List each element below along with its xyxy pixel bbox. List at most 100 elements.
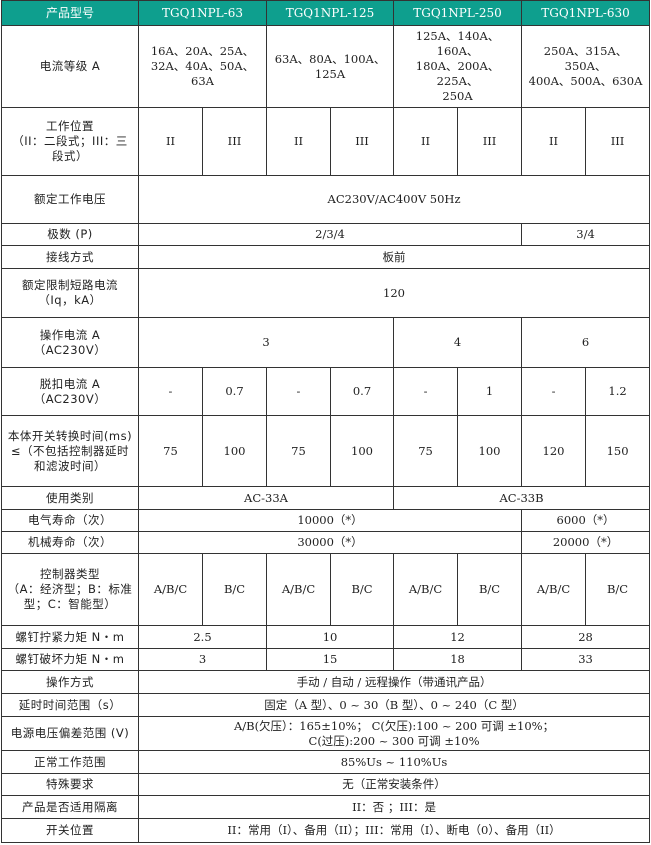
value-cell: 30000（*） [137,531,523,554]
table-row: 螺钉破坏力矩 N・m 3 15 18 33 [1,648,651,671]
value-cell: - [266,367,331,416]
value-cell: A/B/C [393,553,459,626]
row-label: 额定工作电压 [1,175,139,224]
value-cell: II [521,107,587,176]
table-row: 操作方式 手动 / 自动 / 远程操作（带通讯产品） [1,670,651,694]
row-label: 电源电压偏差范围 (V) [1,716,139,751]
row-label: 本体开关转换时间(ms) ≤（不包括控制器延时 和滤波时间） [1,415,139,487]
value-cell: II [138,107,203,176]
row-label: 控制器类型 （A：经济型；B：标准 型；C：智能型） [1,553,139,626]
value-cell: 2/3/4 [137,223,523,246]
value-cell: II [393,107,459,176]
table-row: 额定工作电压 AC230V/AC400V 50Hz [1,175,651,224]
value-cell: 10000（*） [137,509,523,532]
table-row: 操作电流 A （AC230V） 3 4 6 [1,317,651,368]
table-row: 电源电压偏差范围 (V) A/B(欠压）：165±10%； C(欠压):100 ~… [1,716,651,751]
table-row: 本体开关转换时间(ms) ≤（不包括控制器延时 和滤波时间） 75 100 75 100… [1,415,651,487]
value-cell: B/C [329,553,395,626]
value-cell: A/B/C [266,553,331,626]
value-cell: 28 [521,625,651,649]
value-cell: 板前 [137,245,651,269]
value-cell: 150 [585,415,651,487]
value-cell: 250A、315A、350A、 400A、500A、630A [521,25,651,108]
value-cell: 6000（*） [521,509,651,532]
value-cell: 3 [137,317,395,368]
table-row: 开关位置 II：常用（I）、备用（II）；III：常用（I）、断电（0）、备用（I… [1,818,651,843]
value-cell: AC-33A [137,486,395,510]
row-label: 额定限制短路电流 （Iq，kA） [1,268,139,318]
value-cell: A/B/C [521,553,587,626]
row-label: 开关位置 [1,818,139,843]
table-row: 额定限制短路电流 （Iq，kA） 120 [1,268,651,318]
value-cell: 120 [137,268,651,318]
value-cell: AC230V/AC400V 50Hz [137,175,651,224]
header-model: TGQ1NPL-630 [521,0,651,26]
row-label: 使用类别 [1,486,139,510]
table-row: 工作位置 （II：二段式；III：三 段式） II III II III II III II I… [1,107,651,176]
value-cell: 1 [457,367,523,416]
value-cell: III [202,107,267,176]
table-row: 特殊要求 无（正常安装条件） [1,773,651,796]
value-cell: 手动 / 自动 / 远程操作（带通讯产品） [137,670,651,694]
value-cell: 6 [521,317,651,368]
value-cell: AC-33B [393,486,651,510]
value-cell: 125A、140A、160A、 180A、200A、225A、 250A [393,25,523,108]
value-cell: 75 [266,415,331,487]
value-cell: 4 [393,317,523,368]
value-cell: III [585,107,651,176]
value-cell: 0.7 [329,367,395,416]
value-cell: 3 [138,648,267,671]
value-cell: - [393,367,459,416]
value-cell: 100 [202,415,267,487]
value-cell: 20000（*） [521,531,651,554]
row-label: 接线方式 [1,245,139,269]
row-label: 正常工作范围 [1,750,139,774]
value-cell: 3/4 [521,223,651,246]
value-cell: II：常用（I）、备用（II）；III：常用（I）、断电（0）、备用（II） [137,818,651,843]
table-row: 使用类别 AC-33A AC-33B [1,486,651,510]
value-cell: B/C [202,553,267,626]
row-label: 操作电流 A （AC230V） [1,317,139,368]
row-label: 螺钉拧紧力矩 N・m [1,625,139,649]
row-label: 脱扣电流 A （AC230V） [1,367,139,416]
value-cell: A/B/C [138,553,203,626]
value-cell: 1.2 [585,367,651,416]
value-cell: 无（正常安装条件） [137,773,651,796]
value-cell: A/B(欠压）：165±10%； C(欠压):100 ~ 200 可调 ±10%… [137,716,651,751]
value-cell: - [138,367,203,416]
table-row: 螺钉拧紧力矩 N・m 2.5 10 12 28 [1,625,651,649]
value-cell: 100 [457,415,523,487]
table-row: 产品是否适用隔离 II：否 ；III：是 [1,795,651,819]
table-row: 电流等级 A 16A、20A、25A、 32A、40A、50A、63A 63A、80… [1,25,651,108]
table-row: 正常工作范围 85%Us ~ 110%Us [1,750,651,774]
row-label: 电流等级 A [1,25,139,108]
header-label: 产品型号 [1,0,139,26]
value-cell: 100 [329,415,395,487]
header-model: TGQ1NPL-250 [393,0,523,26]
row-label: 特殊要求 [1,773,139,796]
value-cell: B/C [457,553,523,626]
value-cell: 16A、20A、25A、 32A、40A、50A、63A [138,25,267,108]
value-cell: 75 [393,415,459,487]
value-cell: 0.7 [202,367,267,416]
value-cell: II：否 ；III：是 [137,795,651,819]
table-row: 极数 (P) 2/3/4 3/4 [1,223,651,246]
table-row: 延时时间范围（s） 固定（A 型）、0 ~ 30（B 型）、0 ~ 240（C 型… [1,693,651,717]
value-cell: III [457,107,523,176]
table-row: 接线方式 板前 [1,245,651,269]
value-cell: B/C [585,553,651,626]
value-cell: II [266,107,331,176]
value-cell: 75 [138,415,203,487]
value-cell: 10 [265,625,395,649]
row-label: 电气寿命（次） [1,509,139,532]
table-row: 脱扣电流 A （AC230V） -0.7-0.7-1-1.2 [1,367,651,416]
value-cell: 63A、80A、100A、 125A [265,25,395,108]
row-label: 产品是否适用隔离 [1,795,139,819]
row-label: 操作方式 [1,670,139,694]
value-cell: 85%Us ~ 110%Us [137,750,651,774]
row-label: 机械寿命（次） [1,531,139,554]
header-model: TGQ1NPL-63 [138,0,267,26]
value-cell: 固定（A 型）、0 ~ 30（B 型）、0 ~ 240（C 型） [137,693,651,717]
table-row: 控制器类型 （A：经济型；B：标准 型；C：智能型） A/B/C B/C A/B/C B… [1,553,651,626]
